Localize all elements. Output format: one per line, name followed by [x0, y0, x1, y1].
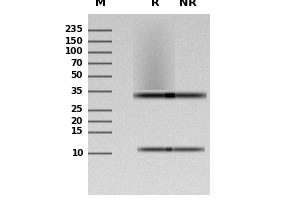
- Text: M: M: [94, 0, 106, 8]
- Text: 20: 20: [70, 116, 83, 126]
- Text: 235: 235: [64, 25, 83, 34]
- Text: 70: 70: [70, 58, 83, 68]
- Text: 150: 150: [64, 36, 83, 46]
- Text: NR: NR: [179, 0, 197, 8]
- Text: 50: 50: [70, 72, 83, 80]
- Text: 100: 100: [64, 47, 83, 56]
- Text: 15: 15: [70, 128, 83, 136]
- Text: 25: 25: [70, 106, 83, 114]
- Text: R: R: [151, 0, 159, 8]
- Text: 10: 10: [70, 148, 83, 158]
- Text: 35: 35: [70, 86, 83, 96]
